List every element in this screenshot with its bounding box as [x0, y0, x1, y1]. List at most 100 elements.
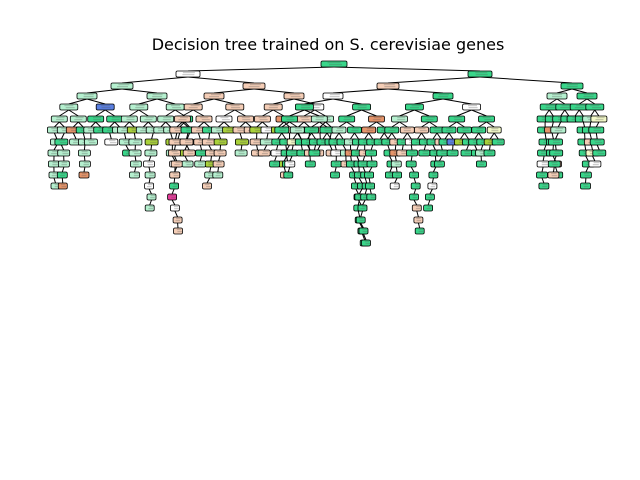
tree-edge: [350, 166, 355, 173]
tree-edge: [95, 109, 106, 117]
tree-node: [165, 103, 185, 111]
tree-edge: [471, 109, 487, 117]
tree-edge: [213, 98, 235, 105]
tree-edge: [474, 132, 480, 140]
tree-edge: [160, 121, 167, 128]
tree-node: [295, 115, 313, 123]
tree-edge: [464, 132, 469, 140]
tree-node: [471, 126, 487, 134]
tree-edge: [283, 121, 290, 128]
tree-node: [483, 149, 496, 157]
tree-edge: [187, 76, 255, 84]
tree-node: [143, 160, 155, 168]
tree-edge: [334, 166, 337, 173]
tree-node: [338, 115, 356, 123]
tree-node: [446, 149, 459, 157]
tree-edge: [357, 210, 361, 218]
tree-node: [213, 138, 228, 146]
tree-edge: [399, 121, 408, 128]
tree-node: [331, 126, 347, 134]
tree-edge: [165, 109, 176, 117]
tree-edge: [589, 121, 592, 128]
tree-node: [183, 103, 203, 111]
tree-edge: [263, 144, 268, 151]
tree-edge: [346, 121, 355, 128]
tree-node: [411, 204, 422, 212]
tree-edge: [551, 121, 554, 128]
tree-edge: [410, 166, 415, 173]
tree-node: [423, 204, 434, 212]
tree-edge: [369, 188, 372, 195]
tree-node: [366, 193, 377, 201]
tree-node: [457, 126, 472, 134]
tree-node: [548, 138, 563, 146]
tree-edge: [283, 166, 286, 173]
tree-node: [78, 149, 91, 157]
tree-node: [547, 160, 561, 168]
tree-edge: [272, 109, 285, 117]
tree-edge: [376, 121, 385, 128]
tree-edge: [109, 132, 112, 140]
tree-edge: [370, 155, 373, 162]
tree-node: [491, 138, 505, 146]
tree-node: [54, 138, 69, 146]
tree-edge: [432, 132, 438, 140]
tree-node: [420, 115, 438, 123]
tree-node: [242, 82, 266, 90]
tree-edge: [346, 109, 362, 117]
tree-edge: [379, 132, 385, 140]
tree-edge: [413, 188, 417, 195]
tree-edge: [300, 144, 303, 151]
tree-node: [104, 138, 119, 146]
tree-node: [433, 160, 445, 168]
tree-node: [110, 82, 134, 90]
tree-edge: [262, 109, 274, 117]
tree-edge: [285, 144, 288, 151]
tree-node: [144, 149, 158, 157]
tree-node: [550, 126, 567, 134]
tree-edge: [432, 166, 437, 173]
tree-edge: [592, 155, 596, 162]
tree-node: [212, 171, 224, 179]
tree-nodes: [47, 60, 608, 247]
tree-edge: [123, 132, 127, 140]
tree-edge: [240, 144, 243, 151]
tree-edge: [585, 155, 589, 162]
tree-node: [249, 138, 264, 146]
tree-edge: [555, 166, 558, 173]
tree-edge: [187, 66, 335, 72]
tree-edge: [174, 144, 176, 151]
tree-edge: [432, 144, 436, 151]
tree-edge: [60, 144, 65, 151]
tree-node: [146, 92, 168, 100]
tree-edge: [317, 144, 321, 151]
tree-edge: [307, 144, 311, 151]
tree-node: [406, 149, 418, 157]
tree-node: [169, 171, 181, 179]
tree-edge: [72, 132, 77, 140]
tree-edge: [362, 199, 366, 206]
tree-node: [84, 138, 98, 146]
tree-node: [79, 160, 91, 168]
tree-edge: [364, 177, 368, 184]
tree-node: [225, 103, 245, 111]
tree-edge: [53, 132, 58, 140]
tree-edge: [304, 98, 334, 105]
tree-edge: [277, 132, 283, 140]
tree-edge: [555, 132, 559, 140]
tree-node: [263, 103, 283, 111]
tree-node: [157, 115, 175, 123]
tree-edge: [218, 155, 221, 162]
tree-edge: [121, 88, 158, 94]
tree-edge: [389, 155, 393, 162]
tree-edge: [298, 121, 305, 128]
tree-edge: [368, 121, 377, 128]
tree-edge: [358, 188, 363, 195]
tree-edge: [184, 155, 189, 162]
tree-edge: [68, 109, 79, 117]
tree-node: [257, 149, 271, 157]
tree-node: [405, 160, 417, 168]
tree-edge: [322, 132, 328, 140]
tree-edge: [387, 144, 390, 151]
tree-edge: [410, 144, 413, 151]
